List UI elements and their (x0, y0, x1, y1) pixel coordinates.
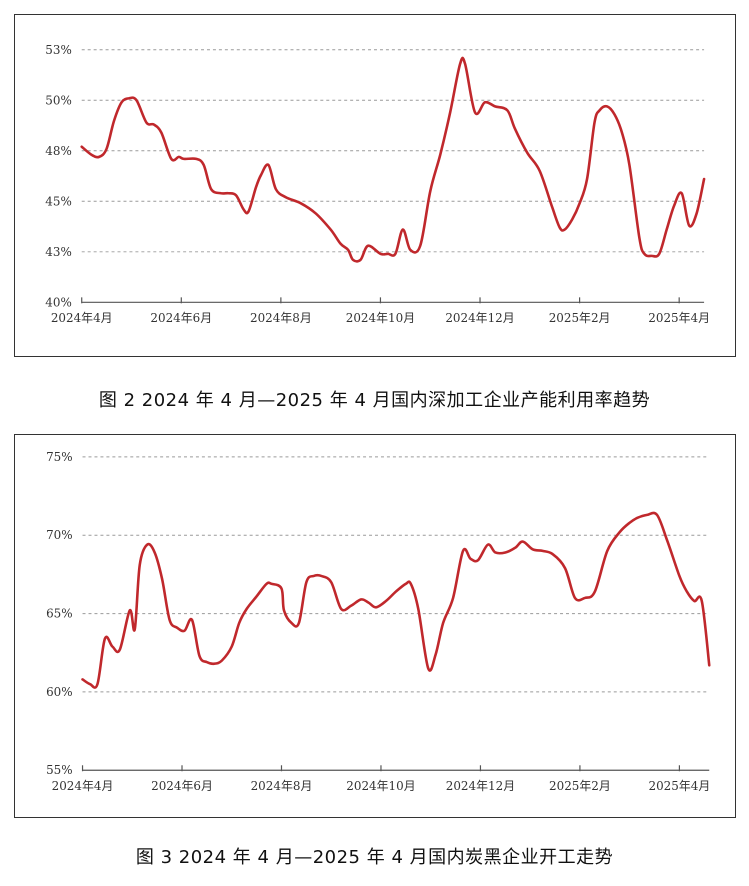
x-tick-label: 2024年8月 (251, 779, 313, 793)
y-tick-label: 70% (46, 528, 72, 542)
x-tick-label: 2025年4月 (649, 779, 711, 793)
y-tick-label: 53% (45, 43, 72, 57)
y-tick-label: 75% (46, 450, 72, 464)
x-tick-label: 2024年10月 (346, 311, 415, 325)
x-tick-label: 2024年8月 (250, 311, 312, 325)
x-tick-label: 2024年6月 (150, 311, 212, 325)
chart-1-frame: 40% 43% 45% 48% 50% 53% 2024年4月 2024年6月 2024年8月 2… (14, 14, 736, 357)
x-tick-label: 2024年4月 (51, 311, 113, 325)
x-tick-label: 2024年12月 (445, 311, 514, 325)
y-tick-label: 48% (45, 144, 72, 158)
y-tick-label: 45% (45, 194, 72, 208)
x-tick-label: 2024年10月 (346, 779, 415, 793)
x-tick-label: 2024年6月 (151, 779, 213, 793)
chart-2-svg: 55% 60% 65% 70% 75% 2024年4月 2024年6月 2024年8月 2024… (46, 450, 711, 793)
chart-1-caption: 图 2 2024 年 4 月—2025 年 4 月国内深加工企业产能利用率趋势 (98, 390, 651, 411)
x-tick-label: 2024年4月 (52, 779, 114, 793)
series-line (81, 511, 711, 689)
y-tick-label: 55% (46, 763, 72, 777)
x-tick-label: 2024年12月 (446, 779, 515, 793)
y-tick-label: 65% (46, 607, 72, 621)
chart-2-caption: 图 3 2024 年 4 月—2025 年 4 月国内炭黑企业开工走势 (135, 847, 614, 868)
y-tick-label: 50% (45, 93, 72, 107)
y-tick-label: 40% (45, 295, 72, 309)
x-tick-label: 2025年2月 (549, 779, 611, 793)
x-tick-label: 2025年2月 (549, 311, 611, 325)
chart-1-svg: 40% 43% 45% 48% 50% 53% 2024年4月 2024年6月 2024年8月 2… (45, 43, 710, 325)
x-tick-label: 2025年4月 (648, 311, 710, 325)
chart-2-frame: 55% 60% 65% 70% 75% 2024年4月 2024年6月 2024年8月 2024… (14, 434, 736, 818)
series-line (80, 56, 706, 263)
y-tick-label: 43% (45, 245, 72, 259)
y-tick-label: 60% (46, 685, 72, 699)
